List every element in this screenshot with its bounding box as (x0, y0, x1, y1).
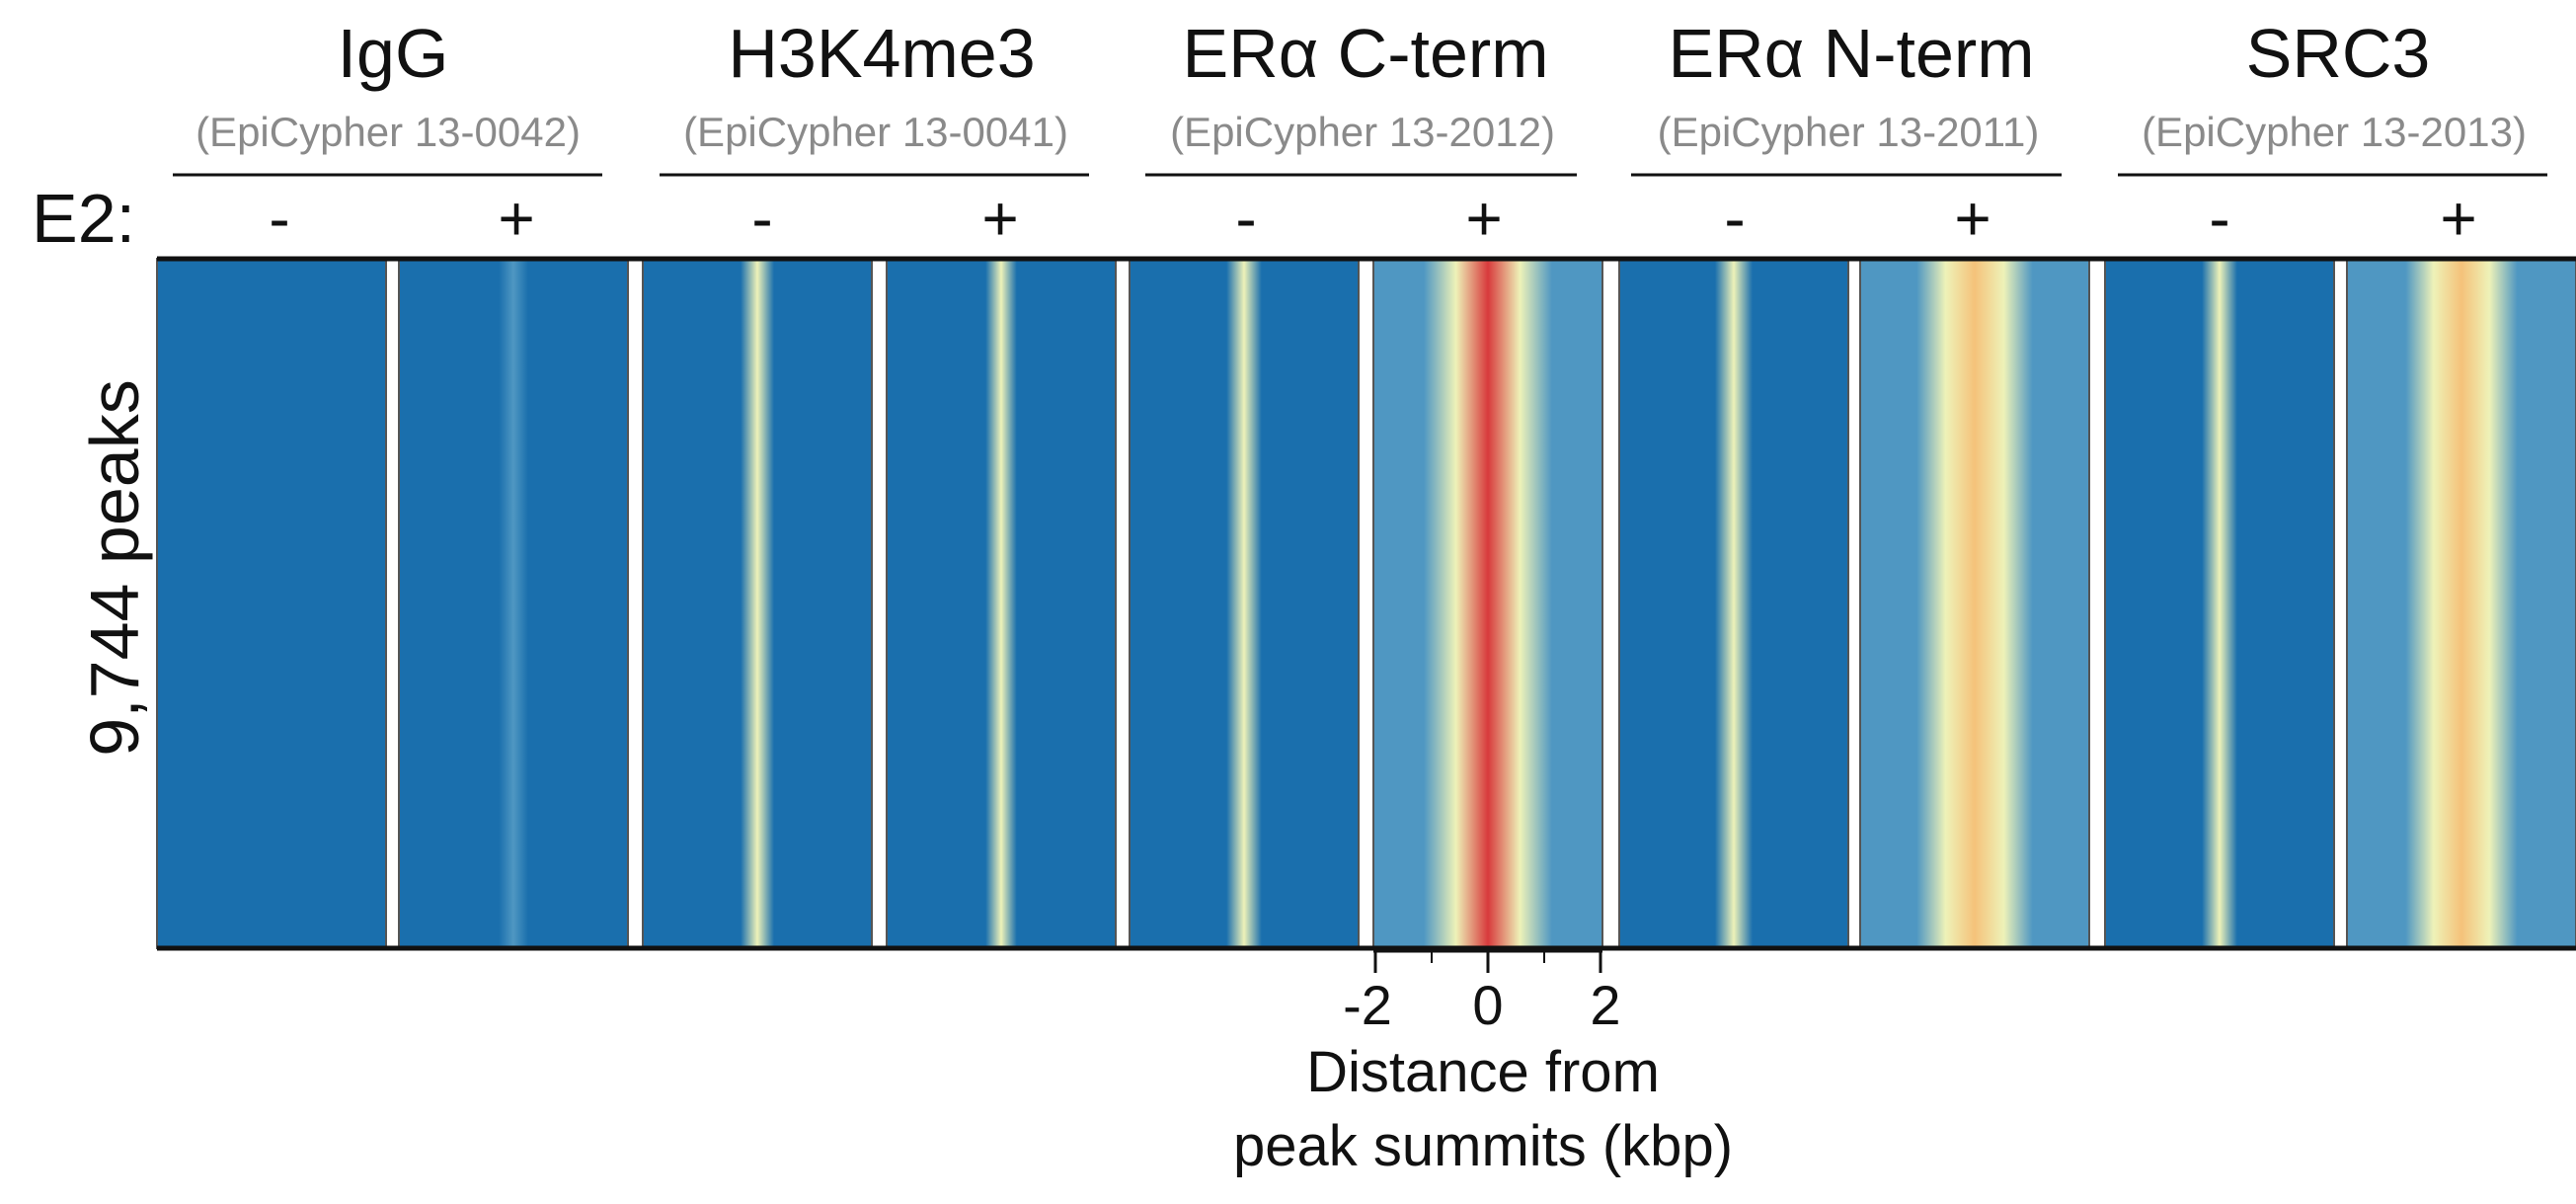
heatmap-panel-src3-plus (2346, 258, 2576, 949)
heatmap-panel-h3k4me3-plus (886, 258, 1117, 949)
antibody-label-era-nterm: (EpiCypher 13-2011) (1658, 109, 2040, 155)
antibody-label-h3k4me3: (EpiCypher 13-0041) (683, 109, 1068, 155)
heatmap-cells-era-nterm-minus (1619, 259, 1848, 948)
x-tick-label-2: 2 (1590, 974, 1620, 1036)
condition-label: E2: (32, 180, 135, 257)
heatmap-cells-h3k4me3-plus (887, 259, 1116, 948)
target-title-era-nterm: ERα N-term (1668, 15, 2034, 92)
heatmap-panel-src3-minus (2104, 258, 2335, 949)
condition-sign-era-nterm-plus: + (1954, 183, 1991, 254)
heatmap-panel-igg-plus (398, 258, 629, 949)
heatmap-panel-era-cterm-plus (1372, 258, 1603, 949)
condition-sign-h3k4me3-minus: - (751, 183, 772, 254)
target-title-h3k4me3: H3K4me3 (728, 15, 1035, 92)
heatmap-cells-era-cterm-plus (1373, 259, 1602, 948)
x-tick-label--2: -2 (1343, 974, 1392, 1036)
heatmap-cells-igg-minus (157, 259, 386, 948)
condition-sign-era-cterm-minus: - (1235, 183, 1256, 254)
heatmap-cells-src3-plus (2347, 259, 2576, 948)
heatmap-cells-src3-minus (2105, 259, 2334, 948)
condition-sign-era-nterm-minus: - (1724, 183, 1745, 254)
heatmap-cells-era-nterm-plus (1860, 259, 2089, 948)
heatmap-panel-igg-minus (156, 258, 387, 949)
heatmap-cells-igg-plus (399, 259, 628, 948)
condition-sign-igg-minus: - (269, 183, 289, 254)
heatmap-panel-era-nterm-minus (1618, 258, 1849, 949)
x-tick-label-0: 0 (1472, 974, 1503, 1036)
antibody-label-igg: (EpiCypher 13-0042) (195, 109, 581, 155)
condition-sign-igg-plus: + (498, 183, 534, 254)
heatmap-cells-h3k4me3-minus (643, 259, 872, 948)
heatmap-cells-era-cterm-minus (1130, 259, 1359, 948)
condition-sign-src3-minus: - (2209, 183, 2229, 254)
row-label-peaks: 9,744 peaks (76, 379, 153, 756)
condition-sign-src3-plus: + (2440, 183, 2476, 254)
condition-sign-h3k4me3-plus: + (981, 183, 1018, 254)
target-title-src3: SRC3 (2246, 15, 2431, 92)
antibody-label-src3: (EpiCypher 13-2013) (2142, 109, 2527, 155)
target-title-igg: IgG (338, 15, 449, 92)
antibody-label-era-cterm: (EpiCypher 13-2012) (1170, 109, 1555, 155)
target-title-era-cterm: ERα C-term (1182, 15, 1548, 92)
condition-sign-era-cterm-plus: + (1465, 183, 1502, 254)
heatmap-panel-h3k4me3-minus (642, 258, 873, 949)
heatmap-panel-era-nterm-plus (1859, 258, 2090, 949)
heatmap-panel-era-cterm-minus (1129, 258, 1360, 949)
x-axis-title-line1: Distance from (1306, 1040, 1660, 1104)
x-axis-title-line2: peak summits (kbp) (1233, 1114, 1733, 1178)
